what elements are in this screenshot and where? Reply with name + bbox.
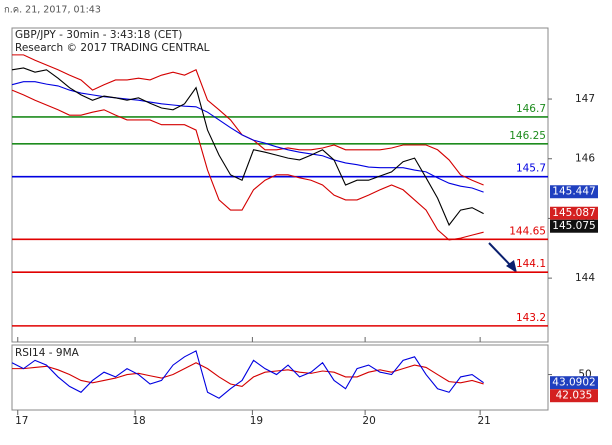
x-tick-label: 17 xyxy=(15,415,28,427)
series-line xyxy=(11,67,484,227)
chart-subtitle: Research © 2017 TRADING CENTRAL xyxy=(15,42,210,54)
price-box-label: 43.0902 xyxy=(552,377,595,389)
y-tick-label: 144 xyxy=(575,272,595,284)
price-box: 43.0902 xyxy=(550,376,598,390)
rsi-title: RSI14 - 9MA xyxy=(15,347,80,359)
series-line xyxy=(11,89,484,241)
level-label: 146.7 xyxy=(516,103,546,115)
y-tick-label: 146 xyxy=(575,153,595,165)
x-tick-label: 18 xyxy=(132,415,145,427)
timestamp: ก.ค. 21, 2017, 01:43 xyxy=(4,5,101,16)
y-tick-label: 147 xyxy=(575,93,595,105)
price-box-bg xyxy=(550,206,598,220)
level-label: 145.7 xyxy=(516,163,546,175)
series-line xyxy=(11,81,484,193)
x-tick-label: 19 xyxy=(250,415,263,427)
level-label: 143.2 xyxy=(516,312,546,324)
level-label: 146.25 xyxy=(509,130,546,142)
price-box-bg xyxy=(550,389,598,403)
price-box-label: 145.087 xyxy=(552,207,595,219)
price-box-bg xyxy=(550,376,598,390)
price-box: 42.035 xyxy=(550,389,598,403)
price-box-bg xyxy=(550,185,598,199)
price-box-bg xyxy=(550,219,598,233)
x-tick-label: 21 xyxy=(477,415,490,427)
level-label: 144.1 xyxy=(516,258,546,270)
x-tick-label: 20 xyxy=(362,415,375,427)
price-box: 145.087 xyxy=(550,206,598,220)
series-line xyxy=(11,350,484,399)
price-box-label: 42.035 xyxy=(556,390,593,402)
level-label: 144.65 xyxy=(509,225,546,237)
price-panel xyxy=(11,27,549,343)
rsi-panel xyxy=(11,344,549,411)
price-box: 145.447 xyxy=(550,185,598,199)
chart-title: GBP/JPY - 30min - 3:43:18 (CET) xyxy=(15,29,182,41)
price-box-label: 145.447 xyxy=(552,186,595,198)
arrow-head xyxy=(506,260,517,273)
price-box-label: 145.075 xyxy=(552,220,595,232)
price-box: 145.075 xyxy=(550,219,598,233)
